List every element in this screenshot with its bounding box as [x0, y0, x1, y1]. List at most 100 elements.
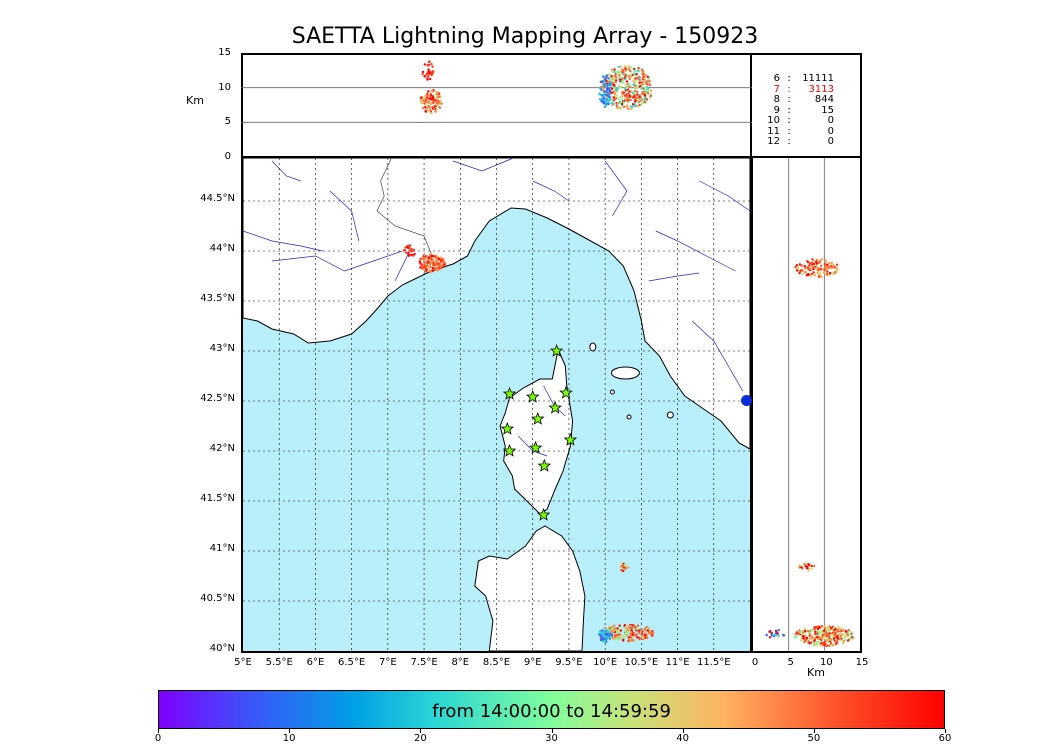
- river-11: [699, 180, 750, 212]
- source-dot: [796, 632, 799, 635]
- source-dot: [638, 95, 641, 98]
- source-dot: [636, 86, 639, 89]
- elba-island: [610, 366, 640, 380]
- source-dot: [813, 274, 816, 277]
- source-dot: [847, 630, 851, 633]
- source-dot: [814, 632, 817, 636]
- source-dot: [638, 78, 641, 82]
- source-dot: [407, 252, 410, 255]
- source-dot: [645, 627, 648, 630]
- station-11-star-icon: [537, 458, 552, 472]
- source-dot: [622, 636, 625, 639]
- source-dot: [608, 627, 611, 630]
- source-dot: [424, 103, 427, 106]
- colorbar-tick-mark: [551, 729, 553, 733]
- station-count-level: 10: [767, 115, 780, 126]
- source-dot: [427, 90, 430, 93]
- source-dot: [634, 634, 637, 637]
- source-dot: [642, 73, 645, 76]
- source-dot: [795, 269, 799, 272]
- source-dot: [423, 63, 426, 66]
- station-7-star-icon: [500, 421, 515, 435]
- station-1-star-icon: [549, 343, 564, 357]
- station-count-row: 8: 844: [760, 94, 834, 106]
- source-dot: [797, 266, 800, 270]
- source-dot: [431, 65, 434, 68]
- source-dot: [620, 102, 624, 106]
- cluster-sardinia-east: [620, 562, 630, 573]
- source-dot: [828, 632, 831, 635]
- source-dot: [608, 89, 612, 92]
- source-dot: [628, 69, 632, 73]
- colorbar-tick-label: 10: [282, 733, 296, 744]
- source-dot: [624, 631, 628, 635]
- source-dot: [824, 641, 827, 645]
- source-dot: [613, 84, 616, 87]
- source-dot: [812, 271, 815, 274]
- source-dot: [614, 90, 617, 93]
- right-tick-label: 5: [787, 657, 794, 668]
- source-dot: [642, 76, 646, 79]
- lat-tick-label: 44°N: [209, 243, 235, 254]
- source-dot: [805, 639, 808, 642]
- source-dot: [800, 639, 803, 642]
- station-3-star-icon: [525, 389, 540, 403]
- source-dot: [810, 567, 813, 570]
- source-dot: [629, 73, 632, 76]
- source-dot: [641, 101, 644, 105]
- source-dot: [646, 80, 649, 83]
- source-dot: [420, 96, 423, 99]
- source-dot: [599, 87, 602, 91]
- source-dot: [437, 92, 440, 95]
- source-dot: [607, 630, 610, 634]
- source-dot: [629, 85, 632, 88]
- cluster-liguria: [418, 253, 447, 273]
- source-dot: [843, 638, 847, 641]
- colorbar-tick-mark: [158, 729, 159, 733]
- source-dot: [597, 633, 601, 636]
- source-dot: [602, 98, 605, 101]
- source-dot: [614, 635, 617, 639]
- source-dot: [436, 94, 439, 98]
- station-count-row: 10: 0: [760, 115, 834, 127]
- lon-tick-label: 7°E: [379, 657, 397, 668]
- pianosa-island: [609, 389, 615, 395]
- source-dot: [830, 626, 833, 629]
- station-count-count: 0: [827, 115, 834, 126]
- lon-tick-label: 7.5°E: [410, 657, 438, 668]
- station-10-star-icon: [528, 440, 543, 454]
- source-dot: [603, 82, 606, 85]
- source-dot: [808, 637, 812, 640]
- source-dot: [430, 63, 433, 66]
- source-dot: [770, 631, 773, 635]
- source-dot: [425, 268, 428, 271]
- source-dot: [421, 106, 424, 110]
- source-dot: [808, 262, 811, 265]
- source-dot: [432, 89, 436, 92]
- source-dot: [632, 83, 635, 87]
- source-dot: [422, 257, 426, 260]
- source-dot: [625, 73, 629, 76]
- source-dot: [426, 92, 429, 96]
- source-dot: [825, 628, 829, 631]
- source-dot: [625, 105, 628, 108]
- source-dot: [846, 633, 849, 636]
- source-dot: [643, 93, 646, 96]
- source-dot: [435, 90, 439, 94]
- source-dot: [605, 74, 608, 78]
- top-panel-ylabel: Km: [186, 94, 204, 107]
- station-count-level: 6: [773, 73, 780, 84]
- source-dot: [803, 627, 807, 630]
- lon-tick-label: 5.5°E: [265, 657, 293, 668]
- station-count-row: 11: 0: [760, 126, 834, 138]
- source-dot: [626, 99, 630, 102]
- source-dot: [618, 107, 622, 110]
- source-dot: [647, 631, 651, 635]
- source-dot: [620, 81, 624, 84]
- source-dot: [624, 564, 627, 567]
- source-dot: [815, 262, 819, 265]
- altitude-tick-label: 0: [224, 151, 231, 162]
- source-dot: [443, 263, 446, 266]
- source-dot: [630, 629, 633, 632]
- source-dot: [426, 75, 430, 78]
